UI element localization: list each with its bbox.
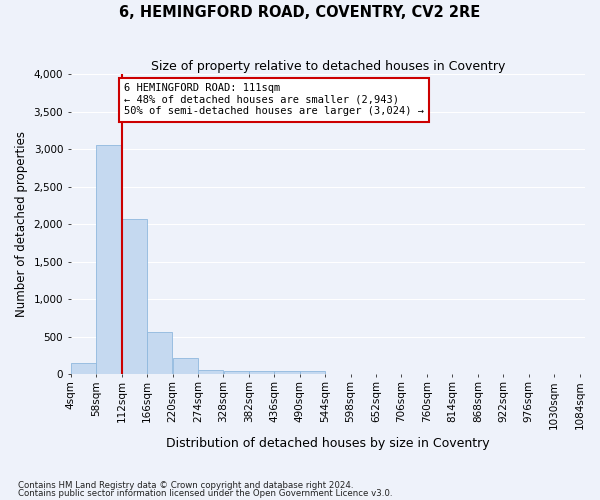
Bar bbox=[147, 332, 172, 374]
Bar bbox=[71, 363, 96, 374]
Text: 6, HEMINGFORD ROAD, COVENTRY, CV2 2RE: 6, HEMINGFORD ROAD, COVENTRY, CV2 2RE bbox=[119, 5, 481, 20]
Text: Contains public sector information licensed under the Open Government Licence v3: Contains public sector information licen… bbox=[18, 489, 392, 498]
Title: Size of property relative to detached houses in Coventry: Size of property relative to detached ho… bbox=[151, 60, 505, 73]
Bar bbox=[224, 370, 249, 374]
Bar bbox=[122, 219, 147, 374]
X-axis label: Distribution of detached houses by size in Coventry: Distribution of detached houses by size … bbox=[166, 437, 490, 450]
Bar bbox=[300, 371, 325, 374]
Text: Contains HM Land Registry data © Crown copyright and database right 2024.: Contains HM Land Registry data © Crown c… bbox=[18, 480, 353, 490]
Bar bbox=[173, 358, 198, 374]
Bar bbox=[198, 370, 223, 374]
Text: 6 HEMINGFORD ROAD: 111sqm
← 48% of detached houses are smaller (2,943)
50% of se: 6 HEMINGFORD ROAD: 111sqm ← 48% of detac… bbox=[124, 83, 424, 116]
Bar bbox=[249, 371, 274, 374]
Y-axis label: Number of detached properties: Number of detached properties bbox=[15, 132, 28, 318]
Bar bbox=[274, 371, 299, 374]
Bar bbox=[97, 144, 122, 374]
